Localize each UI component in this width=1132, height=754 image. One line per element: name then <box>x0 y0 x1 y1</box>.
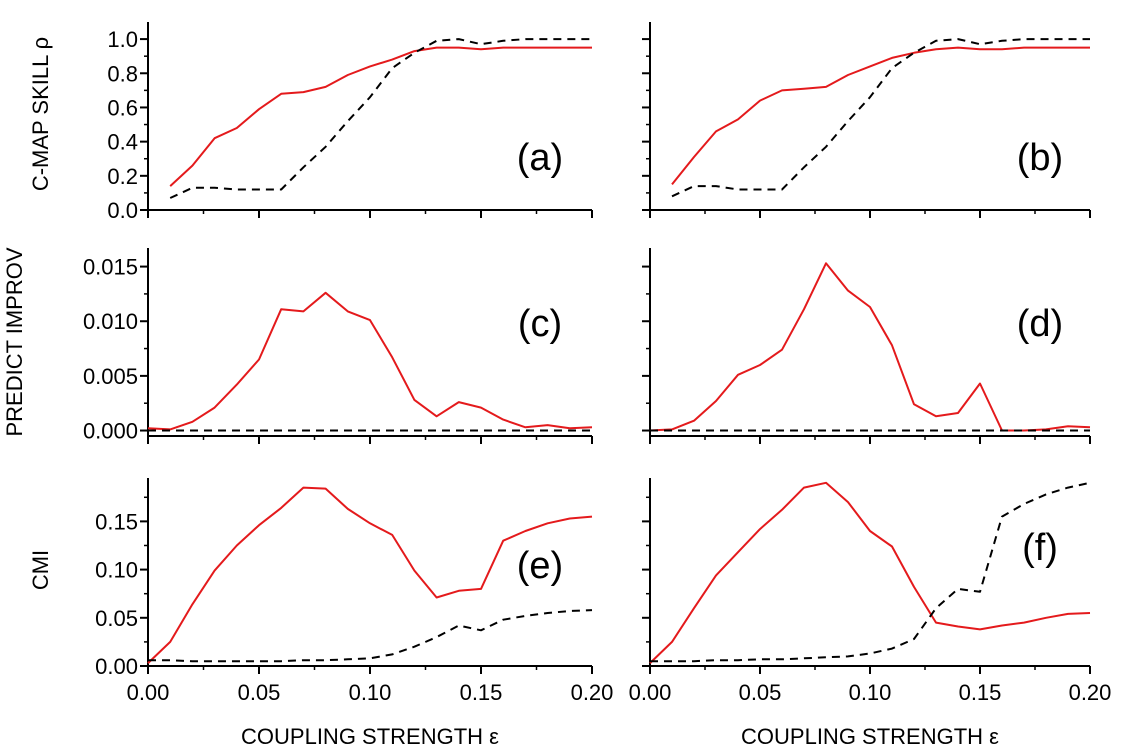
x-tick-label: 0.05 <box>739 680 782 705</box>
x-tick-label: 0.20 <box>571 680 614 705</box>
y-axis-title: CMI <box>28 550 53 590</box>
y-tick-label: 0.05 <box>95 606 138 631</box>
solid-series-line <box>147 291 593 431</box>
chart-panel-2: (b) <box>642 22 1091 218</box>
y-tick-label: 0.8 <box>107 61 138 86</box>
y-tick-label: 0.2 <box>107 164 138 189</box>
y-tick-label: 0.010 <box>83 309 138 334</box>
y-tick-label: 0.6 <box>107 95 138 120</box>
x-tick-label: 0.20 <box>1069 680 1112 705</box>
x-axis-title: COUPLING STRENGTH ε <box>741 724 999 749</box>
solid-series-line <box>147 486 593 664</box>
y-tick-label: 0.015 <box>83 255 138 280</box>
chart-panel-1: 0.0 0.2 0.4 0.6 0.8 1.0 (a) C-MAP SKILL ρ <box>28 22 593 223</box>
x-tick-label: 0.00 <box>629 680 672 705</box>
chart-panel-5: 0.00 0.05 0.10 0.15 0.00 0.05 0.10 0.15 0.20 (e) C… <box>28 478 613 749</box>
x-tick-label: 0.15 <box>959 680 1002 705</box>
y-axis-title: C-MAP SKILL ρ <box>28 37 53 191</box>
y-tick-label: 0.000 <box>83 419 138 444</box>
dashed-series-line <box>671 38 1090 198</box>
solid-series-line <box>649 262 1091 432</box>
y-tick-label: 1.0 <box>107 27 138 52</box>
x-tick-label: 0.10 <box>849 680 892 705</box>
chart-layer: 0.0 0.2 0.4 0.6 0.8 1.0 (a) C-MAP SKILL ρ (b) 0.0… <box>2 22 1111 749</box>
chart-panel-4: (d) <box>642 248 1091 444</box>
y-tick-label: 0.4 <box>107 130 138 155</box>
solid-series-line <box>649 481 1091 664</box>
y-tick-label: 0.00 <box>95 654 138 679</box>
x-tick-label: 0.05 <box>238 680 281 705</box>
dashed-series-line <box>169 38 592 199</box>
dashed-series-line <box>148 609 593 663</box>
chart-panel-6: 0.00 0.05 0.10 0.15 0.20 (f) COUPLING STRENGTH… <box>629 478 1112 749</box>
solid-series-line <box>169 46 592 187</box>
y-tick-label: 0.15 <box>95 509 138 534</box>
panel-label: (c) <box>518 303 562 345</box>
dashed-series-line <box>650 481 1091 663</box>
x-tick-label: 0.10 <box>349 680 392 705</box>
panel-label: (f) <box>1022 527 1058 569</box>
solid-series-line <box>671 46 1090 186</box>
chart-panel-3: 0.000 0.005 0.010 0.015 (c) PREDICT IMPROV <box>2 247 593 444</box>
y-tick-label: 0.0 <box>107 198 138 223</box>
x-tick-label: 0.15 <box>460 680 503 705</box>
y-tick-label: 0.005 <box>83 364 138 389</box>
y-tick-label: 0.10 <box>95 558 138 583</box>
y-axis-title: PREDICT IMPROV <box>2 247 27 436</box>
panel-label: (d) <box>1017 303 1063 345</box>
panel-label: (e) <box>517 545 563 587</box>
x-tick-label: 0.00 <box>127 680 170 705</box>
x-axis-title: COUPLING STRENGTH ε <box>241 724 499 749</box>
panel-label: (a) <box>517 137 563 179</box>
panel-label: (b) <box>1017 137 1063 179</box>
